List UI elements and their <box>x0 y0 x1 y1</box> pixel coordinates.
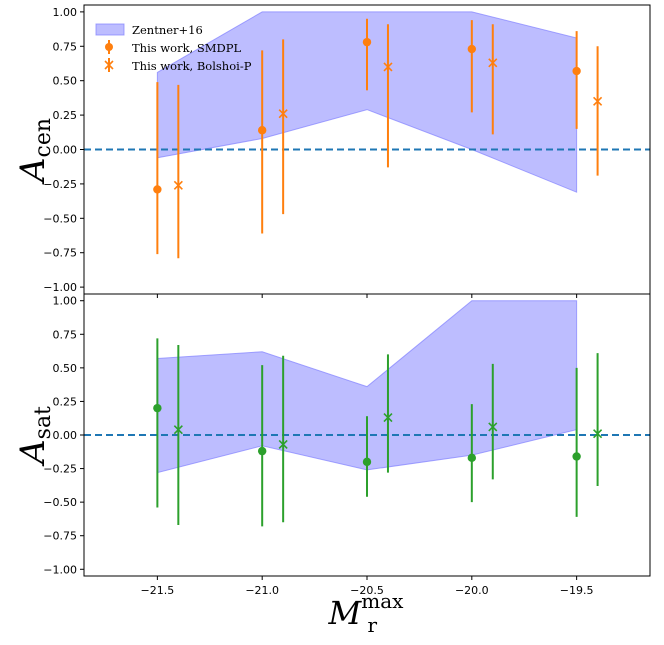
legend-marker-smdpl <box>105 40 113 54</box>
bottom-ytick-label-3: −0.25 <box>43 463 77 476</box>
top-point-bolshoi-0 <box>173 180 183 190</box>
legend-marker-bolshoi <box>104 58 114 72</box>
top-ytick-label-2: −0.50 <box>43 212 77 225</box>
top-ytick-label-0: −1.00 <box>43 281 77 294</box>
xtick-label-3: −20.0 <box>455 584 489 597</box>
panel-bottom-satellites: −1.00 −0.75 −0.50 −0.25 0.00 0.25 0.50 0.75 1.00… <box>13 293 651 637</box>
bottom-ytick-label-7: 0.75 <box>53 328 78 341</box>
top-ytick-label-8: 1.00 <box>53 6 78 19</box>
x-axis-label-sub: r <box>367 613 377 637</box>
top-y-axis-label: Acen <box>13 118 56 185</box>
top-point-bolshoi-3 <box>488 58 498 68</box>
legend: Zentner+16 This work, SMDPL This work, B… <box>95 23 252 73</box>
bottom-point-smdpl-3 <box>467 453 477 463</box>
top-point-smdpl-4 <box>572 66 581 76</box>
bottom-y-ticks: −1.00 −0.75 −0.50 −0.25 0.00 0.25 0.50 0.75 1.00 <box>43 295 84 576</box>
bottom-ytick-label-4: 0.00 <box>53 429 78 442</box>
bottom-point-smdpl-0 <box>153 403 162 413</box>
bottom-ytick-label-1: −0.75 <box>43 530 77 543</box>
top-point-smdpl-1 <box>257 126 267 135</box>
bottom-series-layer <box>153 338 603 527</box>
legend-label-bolshoi: This work, Bolshoi-P <box>132 59 252 73</box>
bottom-point-smdpl-4 <box>572 452 581 461</box>
x-axis-label-main: M <box>328 594 363 632</box>
bottom-ytick-label-2: −0.50 <box>43 496 77 509</box>
top-ytick-label-5: 0.25 <box>53 109 78 122</box>
bottom-y-axis-label-main: A <box>13 439 53 467</box>
bottom-ytick-label-5: 0.25 <box>53 395 78 408</box>
top-series-layer <box>153 18 603 259</box>
bottom-point-bolshoi-0 <box>173 425 183 435</box>
xtick-label-1: −21.0 <box>245 584 279 597</box>
top-y-ticks: −1.00 −0.75 −0.50 −0.25 0.00 0.25 0.50 0.75 1.00 <box>43 6 84 294</box>
top-point-bolshoi-2 <box>383 62 393 72</box>
top-ytick-label-6: 0.50 <box>53 75 78 88</box>
xtick-label-4: −19.5 <box>560 584 594 597</box>
legend-label-smdpl: This work, SMDPL <box>132 41 241 55</box>
bottom-point-smdpl-1 <box>257 446 267 456</box>
bottom-point-bolshoi-1 <box>278 439 288 449</box>
top-point-bolshoi-1 <box>278 109 288 119</box>
top-ytick-label-7: 0.75 <box>53 40 78 53</box>
top-point-bolshoi-4 <box>593 96 603 106</box>
legend-swatch-band <box>95 23 125 36</box>
legend-label-band: Zentner+16 <box>132 23 203 37</box>
xtick-label-2: −20.5 <box>350 584 384 597</box>
bottom-point-smdpl-2 <box>362 457 372 467</box>
bottom-y-axis-label: Asat <box>13 406 56 467</box>
top-ytick-label-1: −0.75 <box>43 247 77 260</box>
x-axis-label: Mmax r <box>328 589 405 637</box>
bottom-point-bolshoi-4 <box>593 429 603 439</box>
bottom-ytick-label-8: 1.00 <box>53 295 78 308</box>
top-point-smdpl-2 <box>362 37 372 47</box>
xtick-label-0: −21.5 <box>141 584 175 597</box>
top-y-axis-label-sub: cen <box>31 118 56 158</box>
top-point-smdpl-0 <box>153 185 162 194</box>
panel-top-centrals: −1.00 −0.75 −0.50 −0.25 0.00 0.25 0.50 0.75 1.00… <box>13 4 651 298</box>
top-ytick-label-3: −0.25 <box>43 178 77 191</box>
top-y-axis-label-main: A <box>13 157 53 185</box>
bottom-y-axis-label-sub: sat <box>31 406 56 439</box>
bottom-ytick-label-6: 0.50 <box>53 362 78 375</box>
top-point-smdpl-3 <box>467 44 477 54</box>
top-ytick-label-4: 0.00 <box>53 144 78 157</box>
bottom-point-bolshoi-2 <box>383 412 393 423</box>
bottom-point-bolshoi-3 <box>488 422 498 432</box>
x-axis-label-sup: max <box>361 589 404 613</box>
bottom-x-ticks: −21.5 −21.0 −20.5 −20.0 −19.5 <box>141 576 594 597</box>
top-x-ticks <box>156 294 578 298</box>
bottom-ytick-label-0: −1.00 <box>43 563 77 576</box>
